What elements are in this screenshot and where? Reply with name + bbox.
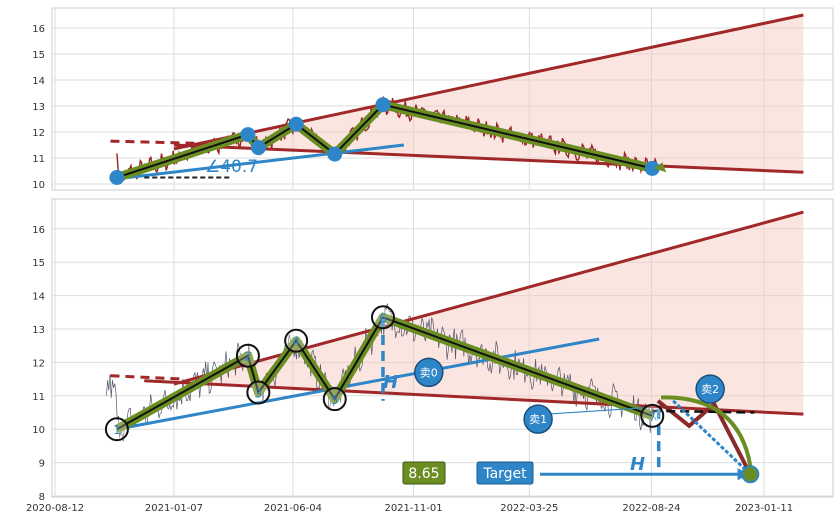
angle-label: ∠40.7 [205,157,258,177]
pivot-circle [246,380,271,405]
y-tick-label: 11 [32,154,45,165]
sell-marker [523,404,553,434]
lower-trendline [173,143,804,174]
annotation-layer: ∠40.7 H H 8.65 Target [205,157,645,485]
target-text-box [476,461,534,485]
pivot-label: 3 [255,386,263,400]
plot-frame [51,198,834,498]
end-arrow [654,162,667,173]
x-tick-label: 2021-11-01 [384,503,442,514]
pivot-circle [104,417,129,442]
projection-path [656,399,753,476]
pivot-dot [644,160,660,176]
y-tick-label: 8 [39,492,45,503]
y-tick-label: 10 [32,425,45,436]
pivot-label: 1 [113,423,121,437]
target-text-label: Target [482,466,527,482]
pivot-circle [640,403,665,428]
height-label-left: H [383,372,398,393]
pivot-circle [322,387,347,412]
y-tick-label: 13 [32,325,45,336]
pivot-dot [240,127,256,143]
triangle-shading [173,212,804,415]
support-line [116,337,600,431]
pivot-label: 2 [244,350,252,364]
y-tick-label: 15 [32,50,45,61]
sell-marker [414,357,444,388]
sell-marker-label: 卖2 [701,383,719,396]
pivot-label: 7 [648,410,656,424]
pivot-circle [284,328,309,353]
y-tick-label: 16 [32,24,45,35]
x-tick-label: 2021-01-07 [145,503,203,514]
pivot-label: 5 [331,393,339,407]
y-tick-label: 14 [32,292,45,303]
sell1-leader [546,406,649,415]
y-tick-label: 9 [39,459,45,470]
x-tick-label: 2021-06-04 [264,503,322,514]
sell-marker [695,374,725,404]
target-curve-arrow [661,395,753,467]
pivot-dot [288,116,304,132]
sell-marker-label: 卖1 [529,413,547,426]
y-tick-label: 14 [32,76,45,87]
x-tick-label: 2020-08-12 [26,503,84,514]
pivot-dot [250,140,266,156]
pivot-label: 6 [379,311,387,325]
x-tick-label: 2023-01-11 [735,503,793,514]
y-tick-label: 10 [32,180,45,191]
breakout-dash [652,409,755,414]
y-tick-label: 11 [32,392,45,403]
x-tick-label: 2022-08-24 [622,503,680,514]
x-tick-label: 2022-03-25 [500,503,558,514]
pivot-circle [370,305,395,330]
triangle-shading [173,15,804,173]
target-value-box [402,461,446,485]
pattern-zigzag-line [116,316,653,431]
y-tick-label: 12 [32,358,45,369]
upper-trendline [173,13,804,151]
top-price-panel: 10 11 12 13 14 15 16 [32,7,834,191]
pivot-dot [375,97,391,113]
pivot-label: 4 [292,335,300,349]
height-label-right: H [630,454,645,475]
lower-trendline-extension [110,374,185,381]
y-tick-label: 12 [32,128,45,139]
sell-marker-label: 卖0 [420,366,438,379]
y-tick-label: 16 [32,225,45,236]
target-dot [741,465,760,484]
pivot-dot [109,170,125,185]
y-tick-label: 13 [32,102,45,113]
pivot-circle [235,343,260,368]
lower-trendline-extension [110,139,215,146]
y-tick-label: 15 [32,258,45,269]
support-line [116,143,405,181]
upper-trendline [173,210,804,386]
target-value-label: 8.65 [408,466,439,482]
pivot-dot [327,146,343,162]
